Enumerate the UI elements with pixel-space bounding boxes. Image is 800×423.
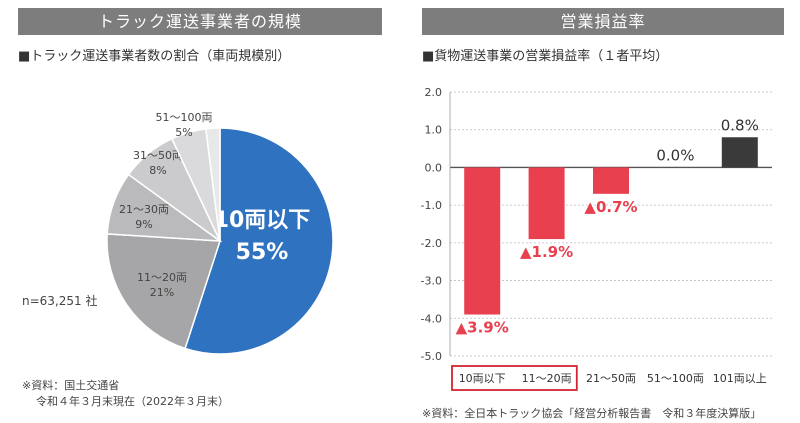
- bar-value-label: ▲0.7%: [584, 198, 637, 216]
- pie-slice-value: 5%: [175, 126, 192, 139]
- bar: [528, 167, 565, 240]
- company-size-panel: トラック運送事業者の規模 ■トラック運送事業者数の割合（車両規模別） 10両以下…: [18, 8, 382, 408]
- bar-source: ※資料：全日本トラック協会「経営分析報告書 令和３年度決算版」: [422, 407, 762, 420]
- pie-slice-label: 11～20両: [137, 271, 187, 284]
- pie-slice-label: 10両以下: [214, 208, 311, 233]
- x-tick-label: 21～50両: [586, 372, 636, 385]
- bar-subtitle: ■貨物運送事業の営業損益率（１者平均）: [422, 49, 669, 64]
- pie-slice: [204, 127, 221, 242]
- pie-slice-label: 51～100両: [156, 111, 213, 124]
- bar-value-label: ▲1.9%: [520, 243, 573, 261]
- pie-slice-value: 21%: [150, 286, 174, 299]
- company-size-header: トラック運送事業者の規模: [18, 8, 382, 35]
- y-tick-label: -5.0: [421, 350, 442, 363]
- pie-chart: 10両以下 55% 11～20両 21% 21～30両 9% 31～50両 8% 51～100両…: [106, 111, 334, 355]
- bar: [721, 137, 758, 168]
- x-tick-label: 11～20両: [522, 372, 572, 385]
- bar-value-label: 0.8%: [721, 116, 759, 134]
- operating-margin-panel: 営業損益率 ■貨物運送事業の営業損益率（１者平均） 2.0 1.0 0.0 -1.0 -…: [400, 0, 800, 423]
- bar-chart: 2.0 1.0 0.0 -1.0 -2.0 -3.0 -4.0 -5.0 ▲3.9% 10両以下 ▲…: [421, 86, 772, 391]
- highlight-box: [451, 365, 578, 391]
- x-tick-label: 10両以下: [459, 372, 506, 385]
- y-tick-label: -1.0: [421, 199, 442, 212]
- x-tick-label: 51～100両: [647, 372, 704, 385]
- bar-value-label: ▲3.9%: [456, 319, 509, 337]
- pie-source-line2: 令和４年３月末現在（2022年３月末）: [36, 395, 229, 408]
- pie-slice-label: 21～30両: [119, 203, 169, 216]
- operating-margin-header: 営業損益率: [422, 8, 784, 35]
- sample-count: n=63,251 社: [22, 294, 98, 308]
- y-tick-label: 2.0: [425, 86, 443, 99]
- pie-slice-value: 55%: [236, 240, 289, 265]
- y-tick-label: -3.0: [421, 275, 442, 288]
- y-tick-label: -4.0: [421, 312, 442, 325]
- pie-slice: [106, 233, 222, 350]
- pie-subtitle: ■トラック運送事業者数の割合（車両規模別）: [18, 49, 291, 64]
- pie-slice-value: 8%: [149, 164, 166, 177]
- y-tick-label: -2.0: [421, 237, 442, 250]
- pie-slice: [184, 127, 334, 355]
- bar-value-label: 0.0%: [656, 146, 694, 164]
- pie-slice-label: 31～50両: [133, 149, 183, 162]
- y-tick-label: 1.0: [425, 124, 443, 137]
- x-tick-label: 101両以上: [713, 372, 767, 385]
- pie-slice-value: 9%: [135, 218, 152, 231]
- bar: [593, 167, 629, 194]
- pie-source-line1: ※資料：国土交通省: [22, 379, 120, 392]
- bar: [464, 167, 501, 315]
- y-tick-label: 0.0: [425, 161, 443, 174]
